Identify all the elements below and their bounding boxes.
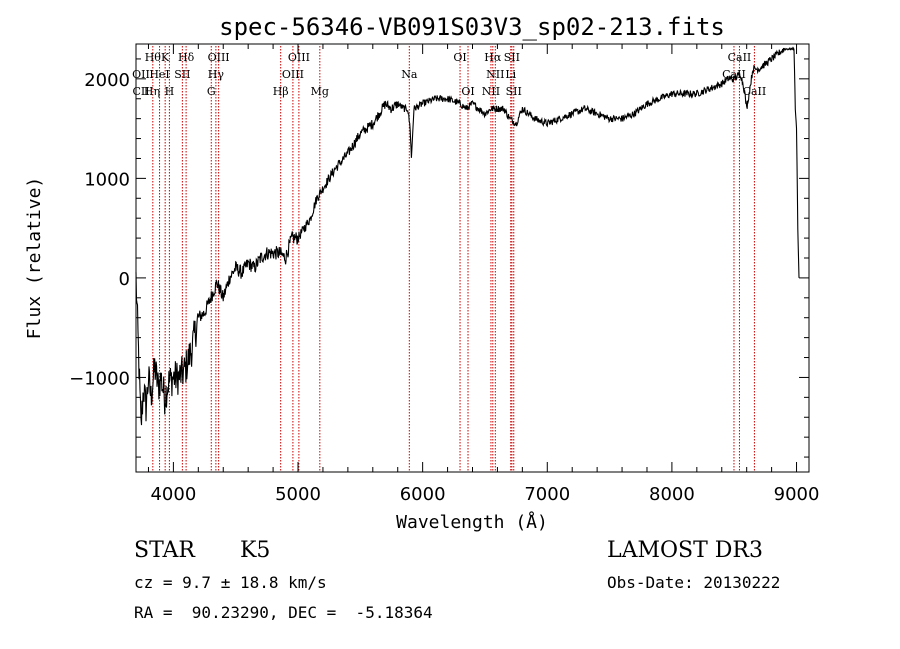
y-tick-label: 0 [119, 269, 130, 290]
x-tick-label: 6000 [400, 484, 446, 505]
ra-dec-coordinates: RA = 90.23290, DEC = -5.18364 [134, 603, 433, 622]
line-label-19: Li [505, 68, 516, 81]
chart-title: spec-56346-VB091S03V3_sp02-213.fits [219, 13, 725, 41]
line-label-14: OI [453, 51, 466, 64]
x-tick-label: 5000 [275, 484, 321, 505]
y-tick-label: 2000 [84, 70, 130, 91]
line-label-3: H [165, 85, 175, 98]
axis-ticks: 4000 5000 6000 7000 8000 9000 −1000 0 1000 2000 [69, 44, 819, 505]
y-tick-label: 1000 [84, 169, 130, 190]
spectral-line-labels: Hθ HeI K H Hδ SII G Hγ OIII Hβ OIII OIII Mg Na OI OI NII… [132, 51, 766, 98]
y-axis-label: Flux (relative) [24, 177, 45, 340]
line-label-17: Hα [484, 51, 502, 64]
line-label-9: Hβ [273, 85, 289, 98]
line-label-12: Mg [311, 85, 329, 98]
x-axis-label: Wavelength (Å) [396, 511, 548, 533]
line-label-23: CaII [728, 51, 752, 64]
redshift-cz: cz = 9.7 ± 18.8 km/s [134, 573, 327, 592]
line-label-10: OIII [282, 68, 304, 81]
spectral-line-markers [152, 46, 755, 472]
line-label-20: SII [504, 51, 520, 64]
line-label-5: SII [174, 68, 190, 81]
line-label-0: Hθ [145, 51, 162, 64]
line-label-7: Hγ [208, 68, 225, 81]
observation-date: Obs-Date: 20130222 [607, 573, 781, 592]
line-label-1: HeI [149, 68, 169, 81]
spectrum-series-line [135, 46, 800, 426]
line-label-15: OI [461, 85, 474, 98]
line-label-extra-1: CII [132, 85, 149, 98]
line-label-extra-0: OII [132, 68, 150, 81]
plot-frame [135, 43, 810, 473]
line-label-2: K [161, 51, 170, 64]
line-label-21: SII [506, 85, 522, 98]
line-label-18: NII [486, 68, 504, 81]
line-label-8: OIII [208, 51, 230, 64]
object-subclass: K5 [240, 538, 271, 563]
x-tick-label: 4000 [150, 484, 196, 505]
line-label-24: CaII [743, 85, 767, 98]
line-label-extra-2: Hη [144, 85, 160, 98]
line-label-4: Hδ [178, 51, 195, 64]
y-tick-label: −1000 [69, 368, 130, 389]
x-tick-label: 7000 [524, 484, 570, 505]
x-tick-label: 8000 [649, 484, 695, 505]
line-label-11: OIII [288, 51, 310, 64]
survey-name: LAMOST DR3 [607, 538, 763, 563]
line-label-6: G [207, 85, 216, 98]
x-tick-label: 9000 [774, 484, 820, 505]
line-label-16: NII [482, 85, 500, 98]
line-label-13: Na [401, 68, 418, 81]
object-class: STAR [134, 538, 195, 563]
